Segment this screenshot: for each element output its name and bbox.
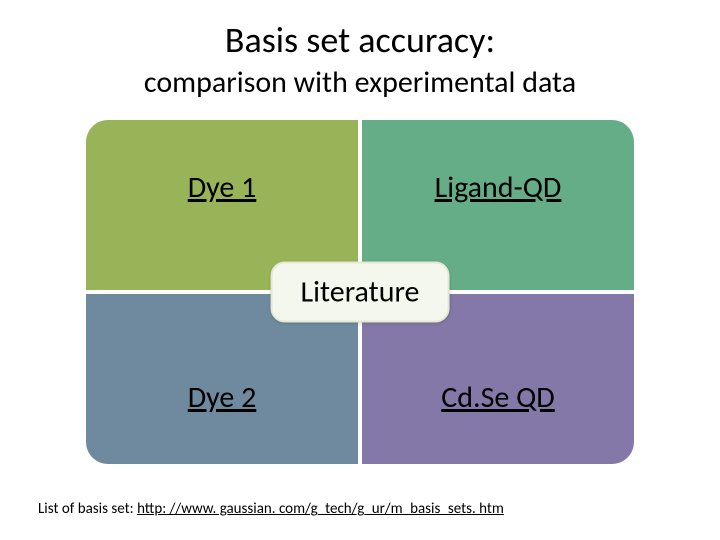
quadrant-label: Dye 1 (188, 169, 257, 206)
quadrant-label: Dye 2 (188, 379, 257, 416)
matrix-smartart: Dye 1 Ligand-QD Dye 2 Cd.Se QD Literatur… (86, 120, 634, 464)
footer-citation: List of basis set: http: //www. gaussian… (38, 500, 504, 518)
footer-prefix: List of basis set: (38, 500, 137, 518)
center-pill[interactable]: Literature (271, 262, 450, 323)
quadrant-label: Cd.Se QD (441, 379, 554, 416)
quadrant-label: Ligand-QD (435, 169, 562, 206)
title-block: Basis set accuracy: comparison with expe… (0, 0, 720, 101)
slide-title: Basis set accuracy: (0, 18, 720, 62)
slide-subtitle: comparison with experimental data (0, 64, 720, 101)
footer-link[interactable]: http: //www. gaussian. com/g_tech/g_ur/m… (137, 500, 504, 518)
slide: Basis set accuracy: comparison with expe… (0, 0, 720, 540)
